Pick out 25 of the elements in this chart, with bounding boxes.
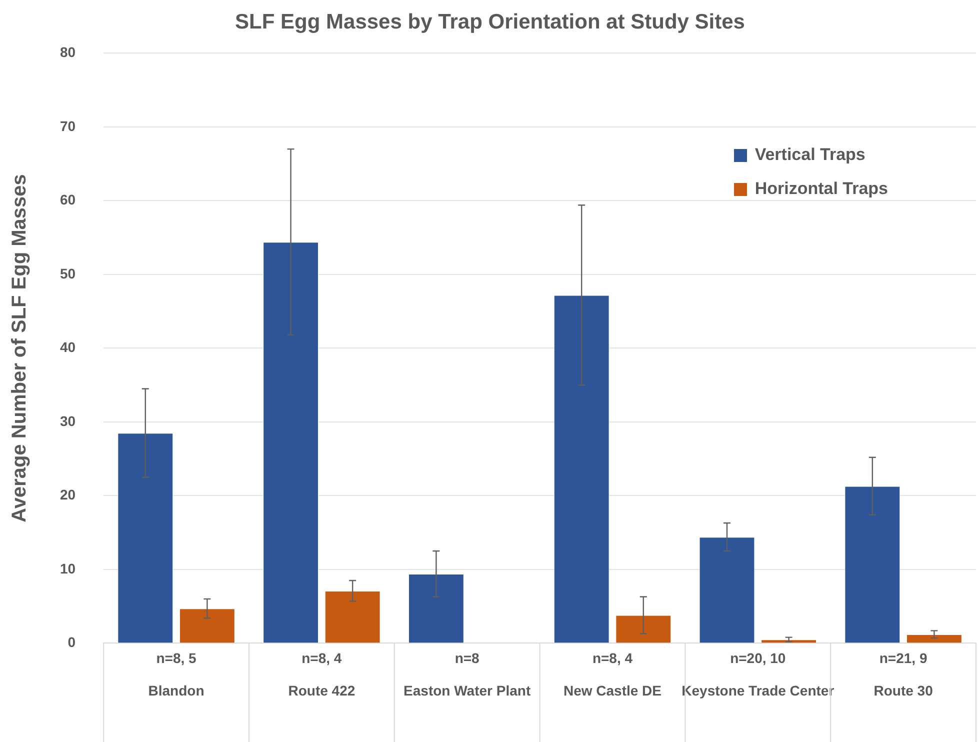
x-tick-label: Blandon bbox=[148, 682, 204, 698]
text: n=21, 9 bbox=[879, 650, 928, 666]
chart-title: SLF Egg Masses by Trap Orientation at Study Sites bbox=[235, 10, 745, 34]
y-tick-label: 0 bbox=[68, 634, 76, 650]
x-tick-label: New Castle DE bbox=[563, 682, 662, 698]
y-tick-label: 10 bbox=[60, 560, 76, 576]
x-tick-label: Keystone Trade Center bbox=[682, 682, 835, 698]
y-axis-title: Average Number of SLF Egg Masses bbox=[8, 174, 31, 522]
legend-label: Vertical Traps bbox=[754, 145, 866, 165]
x-tick-label: Easton Water Plant bbox=[404, 682, 531, 698]
y-tick-label: 20 bbox=[60, 486, 76, 503]
y-tick-label: 80 bbox=[60, 44, 76, 60]
text: n=8, 5 bbox=[156, 650, 197, 666]
y-tick-label: 70 bbox=[60, 118, 76, 134]
y-tick-label: 60 bbox=[60, 192, 76, 208]
text: n=20, 10 bbox=[730, 650, 786, 666]
x-tick-label: Route 30 bbox=[874, 682, 934, 698]
text: n=8, 4 bbox=[302, 650, 342, 666]
text: n=8, 4 bbox=[592, 650, 633, 666]
legend-label: Horizontal Traps bbox=[754, 179, 888, 199]
text: n=8 bbox=[454, 650, 480, 666]
y-tick-label: 40 bbox=[60, 339, 76, 356]
y-tick-label: 30 bbox=[60, 412, 76, 429]
x-tick-label: Route 422 bbox=[288, 682, 356, 698]
y-tick-label: 50 bbox=[60, 265, 76, 282]
